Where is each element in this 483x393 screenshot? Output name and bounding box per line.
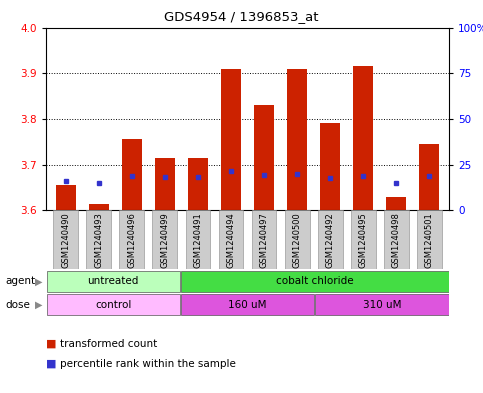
Text: ▶: ▶ (35, 300, 43, 310)
Text: GSM1240490: GSM1240490 (61, 212, 70, 268)
Bar (221, 69, 241, 210)
Bar (188, 158, 208, 210)
Bar (219, 210, 243, 269)
Bar (46, 271, 180, 292)
Bar (384, 210, 409, 269)
Text: dose: dose (6, 300, 31, 310)
Bar (153, 210, 177, 269)
Text: agent: agent (6, 276, 36, 286)
Bar (185, 210, 211, 269)
Bar (318, 210, 342, 269)
Bar (287, 69, 307, 210)
Text: GSM1240500: GSM1240500 (293, 212, 301, 268)
Text: 310 uM: 310 uM (363, 300, 401, 310)
Bar (252, 210, 276, 269)
Bar (419, 144, 439, 210)
Bar (320, 123, 340, 210)
Bar (89, 204, 109, 210)
Text: percentile rank within the sample: percentile rank within the sample (60, 358, 236, 369)
Bar (119, 210, 144, 269)
Bar (122, 140, 142, 210)
Bar (86, 210, 111, 269)
Text: GSM1240499: GSM1240499 (160, 212, 170, 268)
Text: untreated: untreated (87, 276, 139, 286)
Text: GDS4954 / 1396853_at: GDS4954 / 1396853_at (164, 10, 319, 23)
Text: GSM1240501: GSM1240501 (425, 212, 434, 268)
Text: transformed count: transformed count (60, 339, 157, 349)
Bar (254, 105, 274, 210)
Text: GSM1240495: GSM1240495 (359, 212, 368, 268)
Bar (417, 210, 442, 269)
Text: ■: ■ (46, 339, 57, 349)
Text: 160 uM: 160 uM (228, 300, 267, 310)
Bar (315, 294, 449, 316)
Text: GSM1240496: GSM1240496 (128, 212, 136, 268)
Bar (181, 271, 449, 292)
Text: ■: ■ (46, 358, 57, 369)
Bar (56, 185, 76, 210)
Bar (386, 196, 406, 210)
Text: GSM1240497: GSM1240497 (259, 212, 269, 268)
Text: GSM1240492: GSM1240492 (326, 212, 335, 268)
Text: control: control (95, 300, 131, 310)
Text: ▶: ▶ (35, 276, 43, 286)
Text: GSM1240493: GSM1240493 (94, 212, 103, 268)
Bar (351, 210, 376, 269)
Bar (284, 210, 310, 269)
Text: GSM1240491: GSM1240491 (194, 212, 202, 268)
Bar (181, 294, 314, 316)
Text: GSM1240494: GSM1240494 (227, 212, 236, 268)
Bar (46, 294, 180, 316)
Bar (354, 66, 373, 210)
Bar (155, 158, 175, 210)
Text: GSM1240498: GSM1240498 (392, 212, 401, 268)
Bar (53, 210, 78, 269)
Text: cobalt chloride: cobalt chloride (276, 276, 354, 286)
